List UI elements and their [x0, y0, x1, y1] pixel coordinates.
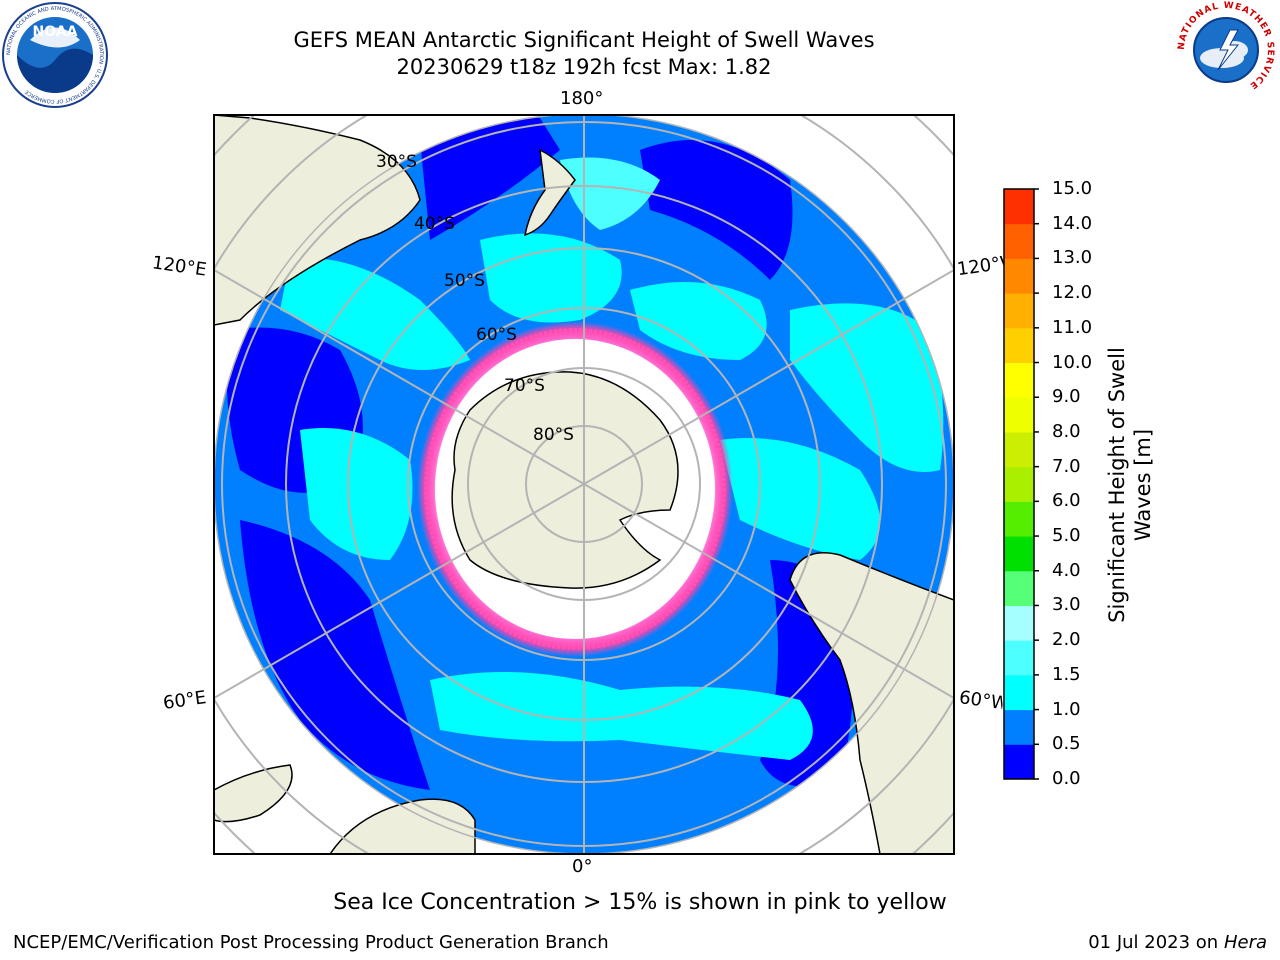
sea-ice-caption: Sea Ice Concentration > 15% is shown in …	[333, 890, 947, 915]
swell-0-0.5-region	[240, 520, 430, 790]
colorbar-segment	[1004, 570, 1034, 606]
swell-0-0.5-region	[640, 140, 793, 280]
colorbar-tick-label: 1.0	[1052, 698, 1081, 720]
colorbar-segment	[1004, 397, 1034, 433]
colorbar-tick-label: 6.0	[1052, 490, 1081, 512]
africa-land	[329, 798, 476, 854]
lon-label-0: 0°	[572, 856, 593, 877]
colorbar-tick-label: 11.0	[1052, 316, 1093, 338]
noaa-logo: NOAA NATIONAL OCEANIC AND ATMOSPHERIC AD…	[2, 2, 108, 108]
colorbar-segment	[1004, 189, 1034, 225]
swell-1.0-1.5-region	[430, 672, 813, 760]
noaa-logo-text: NOAA	[33, 24, 78, 40]
footer-date: 01 Jul 2023 on Hera	[1088, 932, 1267, 953]
colorbar-tick-label: 4.0	[1052, 559, 1081, 581]
colorbar-segment	[1004, 605, 1034, 641]
swell-1.0-1.5-region	[280, 258, 470, 370]
swell-1.0-1.5-region	[480, 233, 622, 323]
colorbar-segment	[1004, 709, 1034, 745]
swell-0-0.5-region	[420, 116, 560, 240]
new-zealand-land	[524, 148, 576, 237]
swell-1.0-1.5-region	[300, 428, 413, 560]
colorbar-segment	[1004, 536, 1034, 572]
lon-label-180: 180°	[560, 88, 604, 109]
colorbar-segment	[1004, 327, 1034, 364]
colorbar-tick-label: 1.5	[1052, 663, 1081, 685]
colorbar-segment	[1004, 223, 1034, 259]
colorbar-tick-label: 9.0	[1052, 386, 1081, 408]
colorbar-tick-label: 15.0	[1052, 178, 1093, 199]
colorbar-segment	[1004, 501, 1034, 537]
swell-height-field	[214, 115, 954, 854]
lat-label-70s: 70°S	[504, 376, 545, 396]
colorbar-segment	[1004, 258, 1034, 294]
nws-logo: NATIONAL WEATHER SERVICE	[1177, 1, 1274, 98]
colorbar-tick-label: 8.0	[1052, 420, 1081, 442]
lat-label-40s: 40°S	[414, 214, 455, 234]
lat-label-80s: 80°S	[533, 425, 574, 445]
colorbar-tick-label: 14.0	[1052, 212, 1093, 234]
lat-label-60s: 60°S	[476, 325, 517, 345]
chart-subtitle: 20230629 t18z 192h fcst Max: 1.82	[396, 55, 772, 79]
colorbar-segment	[1004, 362, 1034, 398]
australia-land	[214, 115, 421, 326]
colorbar-segment	[1004, 466, 1034, 502]
colorbar-segment	[1004, 744, 1034, 780]
colorbar-tick-label: 0.0	[1052, 768, 1081, 789]
colorbar-tick-label: 0.5	[1052, 733, 1081, 755]
colorbar-segment	[1004, 640, 1034, 676]
colorbar-tick-label: 5.0	[1052, 525, 1081, 547]
chart-title: GEFS MEAN Antarctic Significant Height o…	[293, 28, 875, 52]
map-frame	[213, 114, 955, 855]
antarctica-land	[451, 371, 679, 589]
colorbar-tick-label: 13.0	[1052, 247, 1093, 269]
sea-ice-edge-outline	[424, 328, 726, 650]
lat-label-50s: 50°S	[444, 271, 485, 291]
colorbar-label: Significant Height of Swell Waves [m]	[1105, 347, 1155, 623]
madagascar-land	[214, 764, 293, 823]
colorbar-tick-label: 7.0	[1052, 455, 1081, 477]
colorbar-tick-label: 10.0	[1052, 351, 1093, 373]
footer-date-text: 01 Jul 2023 on	[1088, 932, 1224, 953]
colorbar-segment	[1004, 293, 1034, 329]
colorbar	[1003, 188, 1039, 780]
colorbar-tick-label: 2.0	[1052, 629, 1081, 651]
meridian-60e-120w	[214, 269, 954, 699]
colorbar-tick-label: 3.0	[1052, 594, 1081, 616]
lat-label-30s: 30°S	[376, 152, 417, 172]
colorbar-frame	[1003, 188, 1035, 780]
colorbar-tick-label: 12.0	[1052, 282, 1093, 304]
colorbar-segment	[1004, 674, 1034, 711]
footer-host: Hera	[1223, 932, 1267, 953]
colorbar-segment	[1004, 431, 1034, 468]
graticule	[214, 115, 954, 854]
footer-credit: NCEP/EMC/Verification Post Processing Pr…	[13, 932, 609, 953]
